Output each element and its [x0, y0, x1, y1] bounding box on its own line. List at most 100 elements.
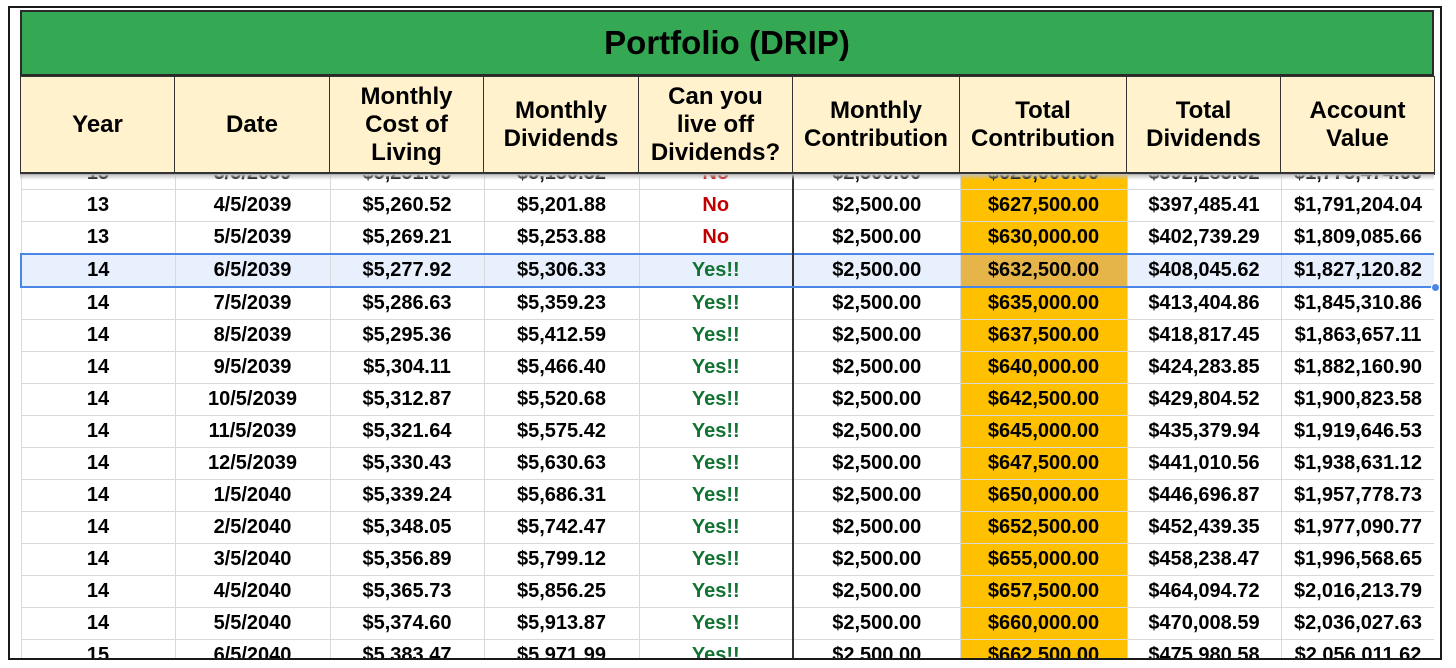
- account-value-cell[interactable]: $1,996,568.65: [1280, 543, 1434, 576]
- table-row[interactable]: 14 10/5/2039 $5,312.87 $5,520.68 Yes!! $2,500…: [20, 383, 1434, 416]
- year-cell[interactable]: 14: [20, 286, 176, 320]
- table-row[interactable]: 14 9/5/2039 $5,304.11 $5,466.40 Yes!! $2,500.…: [20, 351, 1434, 384]
- monthly-contribution-cell[interactable]: $2,500.00: [792, 479, 961, 512]
- monthly-contribution-cell[interactable]: $2,500.00: [792, 221, 961, 255]
- year-cell[interactable]: 15: [20, 639, 176, 658]
- total-dividends-cell[interactable]: $397,485.41: [1126, 189, 1282, 222]
- year-cell[interactable]: 14: [20, 351, 176, 384]
- total-contribution-cell[interactable]: $660,000.00: [959, 607, 1128, 640]
- live-off-dividends-cell[interactable]: No: [638, 189, 794, 222]
- live-off-dividends-cell[interactable]: Yes!!: [638, 415, 794, 448]
- year-cell[interactable]: 14: [20, 415, 176, 448]
- monthly-contribution-cell[interactable]: $2,500.00: [792, 607, 961, 640]
- table-row[interactable]: 14 4/5/2040 $5,365.73 $5,856.25 Yes!! $2,500.…: [20, 575, 1434, 608]
- monthly-dividends-cell[interactable]: $5,630.63: [483, 447, 640, 480]
- account-value-cell[interactable]: $2,016,213.79: [1280, 575, 1434, 608]
- monthly-dividends-cell[interactable]: $5,856.25: [483, 575, 640, 608]
- year-cell[interactable]: 14: [20, 383, 176, 416]
- date-cell[interactable]: 12/5/2039: [174, 447, 331, 480]
- monthly-contribution-cell[interactable]: $2,500.00: [792, 319, 961, 352]
- total-contribution-cell[interactable]: $630,000.00: [959, 221, 1128, 255]
- cost-of-living-cell[interactable]: $5,286.63: [329, 286, 485, 320]
- year-cell[interactable]: 14: [20, 319, 176, 352]
- year-cell[interactable]: 13: [20, 221, 176, 255]
- table-row[interactable]: 14 12/5/2039 $5,330.43 $5,630.63 Yes!! $2,500…: [20, 447, 1434, 480]
- monthly-contribution-cell[interactable]: $2,500.00: [792, 383, 961, 416]
- total-contribution-cell[interactable]: $642,500.00: [959, 383, 1128, 416]
- total-contribution-cell[interactable]: $640,000.00: [959, 351, 1128, 384]
- table-row[interactable]: 14 3/5/2040 $5,356.89 $5,799.12 Yes!! $2,500.…: [20, 543, 1434, 576]
- cost-of-living-cell[interactable]: $5,365.73: [329, 575, 485, 608]
- total-dividends-cell[interactable]: $446,696.87: [1126, 479, 1282, 512]
- account-value-cell[interactable]: $1,977,090.77: [1280, 511, 1434, 544]
- total-dividends-cell[interactable]: $441,010.56: [1126, 447, 1282, 480]
- cost-of-living-cell[interactable]: $5,374.60: [329, 607, 485, 640]
- account-value-cell[interactable]: $2,056,011.62: [1280, 639, 1434, 658]
- monthly-dividends-cell[interactable]: $5,201.88: [483, 189, 640, 222]
- monthly-contribution-cell[interactable]: $2,500.00: [792, 511, 961, 544]
- live-off-dividends-cell[interactable]: Yes!!: [638, 607, 794, 640]
- live-off-dividends-cell[interactable]: Yes!!: [638, 639, 794, 658]
- account-value-cell[interactable]: $1,938,631.12: [1280, 447, 1434, 480]
- table-row[interactable]: 14 2/5/2040 $5,348.05 $5,742.47 Yes!! $2,500.…: [20, 511, 1434, 544]
- total-dividends-cell[interactable]: $464,094.72: [1126, 575, 1282, 608]
- account-value-cell[interactable]: $1,809,085.66: [1280, 221, 1434, 255]
- monthly-contribution-cell[interactable]: $2,500.00: [792, 447, 961, 480]
- date-cell[interactable]: 4/5/2040: [174, 575, 331, 608]
- total-contribution-cell[interactable]: $655,000.00: [959, 543, 1128, 576]
- cost-of-living-cell[interactable]: $5,312.87: [329, 383, 485, 416]
- date-cell[interactable]: 10/5/2039: [174, 383, 331, 416]
- live-off-dividends-cell[interactable]: Yes!!: [638, 479, 794, 512]
- monthly-dividends-cell[interactable]: $5,575.42: [483, 415, 640, 448]
- year-cell[interactable]: 14: [20, 607, 176, 640]
- total-contribution-cell[interactable]: $645,000.00: [959, 415, 1128, 448]
- total-contribution-cell[interactable]: $647,500.00: [959, 447, 1128, 480]
- header-total-dividends[interactable]: Total Dividends: [1126, 76, 1281, 175]
- total-dividends-cell[interactable]: $429,804.52: [1126, 383, 1282, 416]
- total-dividends-cell[interactable]: $435,379.94: [1126, 415, 1282, 448]
- total-dividends-cell[interactable]: $408,045.62: [1126, 253, 1282, 288]
- year-cell[interactable]: 14: [20, 479, 176, 512]
- account-value-cell[interactable]: $1,863,657.11: [1280, 319, 1434, 352]
- monthly-dividends-cell[interactable]: $5,306.33: [483, 253, 640, 288]
- total-contribution-cell[interactable]: $635,000.00: [959, 286, 1128, 320]
- table-row[interactable]: 14 11/5/2039 $5,321.64 $5,575.42 Yes!! $2,500…: [20, 415, 1434, 448]
- monthly-contribution-cell[interactable]: $2,500.00: [792, 543, 961, 576]
- date-cell[interactable]: 5/5/2039: [174, 221, 331, 255]
- cost-of-living-cell[interactable]: $5,356.89: [329, 543, 485, 576]
- date-cell[interactable]: 4/5/2039: [174, 189, 331, 222]
- total-dividends-cell[interactable]: $452,439.35: [1126, 511, 1282, 544]
- cost-of-living-cell[interactable]: $5,269.21: [329, 221, 485, 255]
- account-value-cell[interactable]: $1,845,310.86: [1280, 286, 1434, 320]
- monthly-contribution-cell[interactable]: $2,500.00: [792, 189, 961, 222]
- date-cell[interactable]: 6/5/2040: [174, 639, 331, 658]
- account-value-cell[interactable]: $1,919,646.53: [1280, 415, 1434, 448]
- live-off-dividends-cell[interactable]: Yes!!: [638, 543, 794, 576]
- total-contribution-cell[interactable]: $652,500.00: [959, 511, 1128, 544]
- live-off-dividends-cell[interactable]: Yes!!: [638, 511, 794, 544]
- monthly-contribution-cell[interactable]: $2,500.00: [792, 575, 961, 608]
- live-off-dividends-cell[interactable]: Yes!!: [638, 351, 794, 384]
- total-contribution-cell[interactable]: $632,500.00: [959, 253, 1128, 288]
- header-monthly-contribution[interactable]: Monthly Contribution: [792, 76, 960, 175]
- cost-of-living-cell[interactable]: $5,260.52: [329, 189, 485, 222]
- monthly-dividends-cell[interactable]: $5,913.87: [483, 607, 640, 640]
- date-cell[interactable]: 9/5/2039: [174, 351, 331, 384]
- total-dividends-cell[interactable]: $424,283.85: [1126, 351, 1282, 384]
- monthly-contribution-cell[interactable]: $2,500.00: [792, 351, 961, 384]
- account-value-cell[interactable]: $1,791,204.04: [1280, 189, 1434, 222]
- header-account-value[interactable]: Account Value: [1280, 76, 1435, 175]
- cost-of-living-cell[interactable]: $5,348.05: [329, 511, 485, 544]
- rows-viewport[interactable]: 133/5/2039$5,251.85$5,150.32No$2,500.00$…: [20, 174, 1434, 658]
- monthly-contribution-cell[interactable]: $2,500.00: [792, 639, 961, 658]
- cost-of-living-cell[interactable]: $5,330.43: [329, 447, 485, 480]
- cost-of-living-cell[interactable]: $5,277.92: [329, 253, 485, 288]
- header-date[interactable]: Date: [174, 76, 330, 175]
- monthly-dividends-cell[interactable]: $5,742.47: [483, 511, 640, 544]
- monthly-contribution-cell[interactable]: $2,500.00: [792, 286, 961, 320]
- table-row[interactable]: 15 6/5/2040 $5,383.47 $5,971.99 Yes!! $2,500.…: [20, 639, 1434, 658]
- live-off-dividends-cell[interactable]: Yes!!: [638, 253, 794, 288]
- date-cell[interactable]: 5/5/2040: [174, 607, 331, 640]
- monthly-dividends-cell[interactable]: $5,686.31: [483, 479, 640, 512]
- total-dividends-cell[interactable]: $475,980.58: [1126, 639, 1282, 658]
